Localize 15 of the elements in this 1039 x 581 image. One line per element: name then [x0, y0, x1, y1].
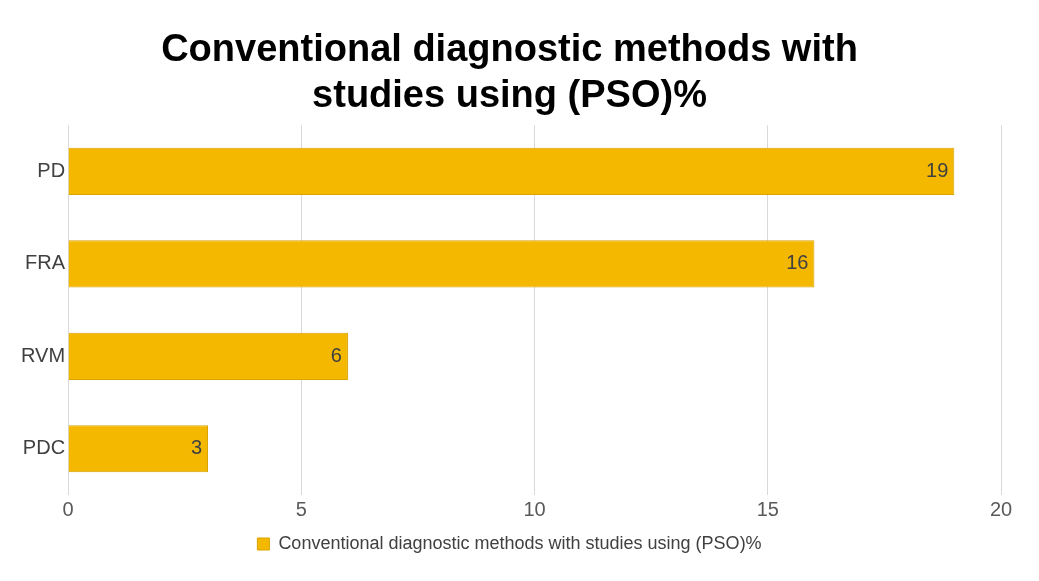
data-label: 16 — [786, 251, 809, 274]
chart-title: Conventional diagnostic methods with studies using (PSO)% — [161, 27, 858, 115]
x-tick-label: 5 — [295, 497, 307, 520]
y-tick-label: RVM — [20, 343, 66, 366]
y-tick-label: PD — [37, 158, 66, 181]
x-tick-label: 15 — [756, 497, 779, 520]
data-label: 3 — [190, 436, 203, 459]
data-label: 6 — [330, 343, 342, 366]
data-label: 19 — [926, 158, 949, 181]
y-tick-label: PDC — [22, 436, 66, 459]
x-tick-label: 0 — [62, 497, 74, 520]
y-tick-label: FRA — [25, 251, 66, 274]
legend-label: Conventional diagnostic methods with studies using (PSO)% — [278, 532, 762, 553]
x-tick-label: 20 — [989, 497, 1013, 520]
x-tick-label: 10 — [523, 497, 546, 520]
